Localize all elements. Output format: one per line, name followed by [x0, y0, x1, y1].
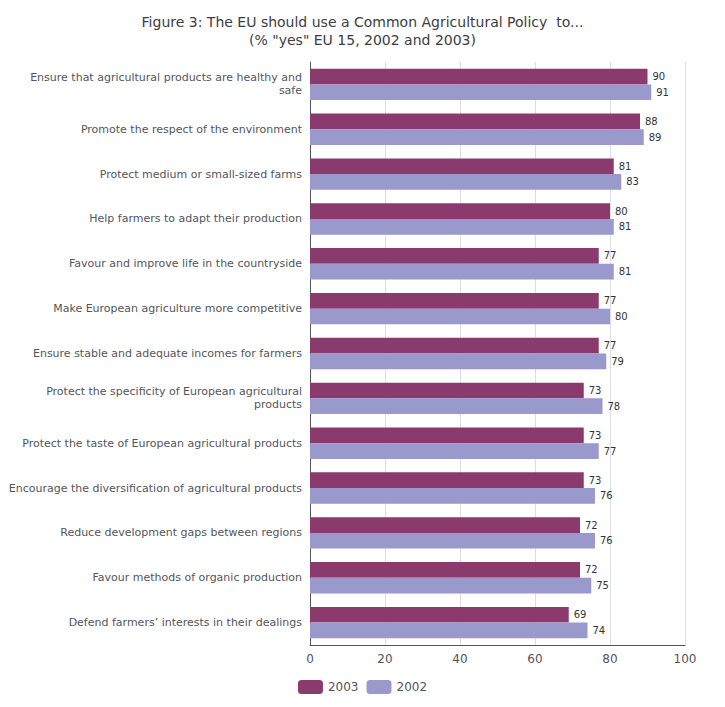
- svg-text:products: products: [254, 398, 302, 411]
- svg-text:80: 80: [615, 311, 628, 322]
- svg-text:75: 75: [596, 580, 609, 591]
- svg-text:81: 81: [619, 266, 632, 277]
- svg-text:77: 77: [604, 295, 617, 306]
- svg-text:81: 81: [619, 221, 632, 232]
- svg-text:Help farmers to adapt their pr: Help farmers to adapt their production: [89, 212, 302, 225]
- svg-text:Encourage the diversification: Encourage the diversification of agricul…: [9, 482, 303, 495]
- svg-text:Protect the specificity of Eur: Protect the specificity of European agri…: [46, 385, 302, 398]
- svg-text:Reduce development gaps betwee: Reduce development gaps between regions: [60, 526, 302, 539]
- svg-text:88: 88: [645, 116, 658, 127]
- svg-text:Favour and improve life in the: Favour and improve life in the countrysi…: [69, 257, 302, 270]
- svg-text:77: 77: [604, 250, 617, 261]
- svg-text:Ensure that agricultural produ: Ensure that agricultural products are he…: [30, 71, 302, 84]
- svg-text:Protect medium or small-sized: Protect medium or small-sized farms: [100, 168, 303, 181]
- svg-text:72: 72: [585, 564, 598, 575]
- svg-text:0: 0: [306, 652, 314, 666]
- svg-text:80: 80: [602, 652, 617, 666]
- svg-text:90: 90: [653, 71, 666, 82]
- svg-text:Figure 3: The EU should use a: Figure 3: The EU should use a Common Agr…: [142, 14, 584, 30]
- svg-text:73: 73: [589, 475, 602, 486]
- svg-text:79: 79: [611, 356, 624, 367]
- svg-text:80: 80: [615, 206, 628, 217]
- svg-text:77: 77: [604, 340, 617, 351]
- svg-text:73: 73: [589, 385, 602, 396]
- svg-text:2003: 2003: [328, 680, 359, 694]
- svg-text:safe: safe: [279, 84, 302, 97]
- svg-text:Protect the taste of European: Protect the taste of European agricultur…: [22, 437, 302, 450]
- svg-text:72: 72: [585, 520, 598, 531]
- svg-text:76: 76: [600, 490, 613, 501]
- svg-text:Favour methods of organic prod: Favour methods of organic production: [92, 571, 302, 584]
- svg-text:40: 40: [452, 652, 467, 666]
- svg-text:Ensure stable and adequate inc: Ensure stable and adequate incomes for f…: [33, 347, 302, 360]
- svg-text:89: 89: [649, 132, 662, 143]
- svg-text:83: 83: [626, 176, 639, 187]
- svg-text:76: 76: [600, 535, 613, 546]
- svg-text:78: 78: [608, 401, 621, 412]
- svg-text:81: 81: [619, 161, 632, 172]
- svg-text:20: 20: [377, 652, 392, 666]
- svg-text:Make European agriculture more: Make European agriculture more competiti…: [53, 302, 302, 315]
- svg-text:77: 77: [604, 446, 617, 457]
- svg-text:Promote the respect of the env: Promote the respect of the environment: [81, 123, 303, 136]
- svg-text:69: 69: [574, 609, 587, 620]
- svg-text:Defend farmers’ interests in t: Defend farmers’ interests in their deali…: [69, 616, 303, 629]
- svg-text:60: 60: [527, 652, 542, 666]
- svg-text:73: 73: [589, 430, 602, 441]
- svg-text:74: 74: [593, 625, 606, 636]
- svg-text:91: 91: [656, 87, 669, 98]
- svg-text:(% "yes" EU 15, 2002 and 2003): (% "yes" EU 15, 2002 and 2003): [249, 32, 476, 48]
- svg-text:100: 100: [674, 652, 697, 666]
- svg-text:2002: 2002: [397, 680, 428, 694]
